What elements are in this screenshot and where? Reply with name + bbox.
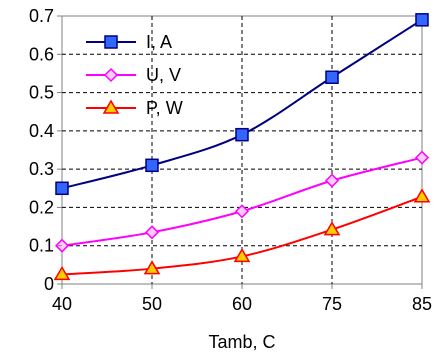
y-tick-label: 0.6 [29, 44, 54, 64]
data-point-1-4 [414, 150, 430, 165]
y-tick-label: 0 [44, 274, 54, 294]
data-point-0-1 [145, 158, 159, 173]
x-tick-label: 40 [52, 294, 72, 314]
data-point-0-0 [55, 181, 69, 196]
data-point-1-2 [234, 204, 250, 219]
y-tick-label: 0.7 [29, 6, 54, 26]
legend-marker-1 [103, 67, 119, 83]
x-tick-label: 85 [412, 294, 432, 314]
data-point-2-0 [53, 265, 71, 281]
data-point-0-4 [415, 13, 429, 27]
tick-labels: 0 0.1 0.2 0.3 0.4 0.5 0.6 0.7 40 50 60 75 85 [29, 6, 432, 314]
data-point-2-1 [143, 260, 161, 275]
data-point-1-3 [324, 173, 340, 188]
x-tick-label: 75 [322, 294, 342, 314]
x-axis-title: Tamb, C [208, 332, 275, 352]
data-point-0-2 [235, 127, 249, 142]
y-tick-label: 0.5 [29, 83, 54, 103]
data-point-1-1 [144, 225, 160, 240]
y-tick-label: 0.1 [29, 236, 54, 256]
legend: I, A U, V P, W [86, 32, 183, 118]
legend-label-0: I, A [146, 32, 172, 52]
legend-label-2: P, W [146, 98, 183, 118]
data-point-2-2 [233, 247, 251, 263]
y-tick-label: 0.3 [29, 159, 54, 179]
legend-label-1: U, V [146, 65, 181, 85]
legend-marker-0 [104, 35, 118, 49]
x-tick-label: 60 [232, 294, 252, 314]
legend-marker-2 [102, 99, 120, 114]
y-tick-label: 0.2 [29, 197, 54, 217]
data-point-0-3 [325, 70, 339, 85]
y-tick-label: 0.4 [29, 121, 54, 141]
series-group [53, 13, 431, 281]
data-point-2-3 [323, 221, 341, 236]
grid-lines [62, 16, 422, 284]
x-tick-label: 50 [142, 294, 162, 314]
data-point-2-4 [413, 188, 431, 203]
